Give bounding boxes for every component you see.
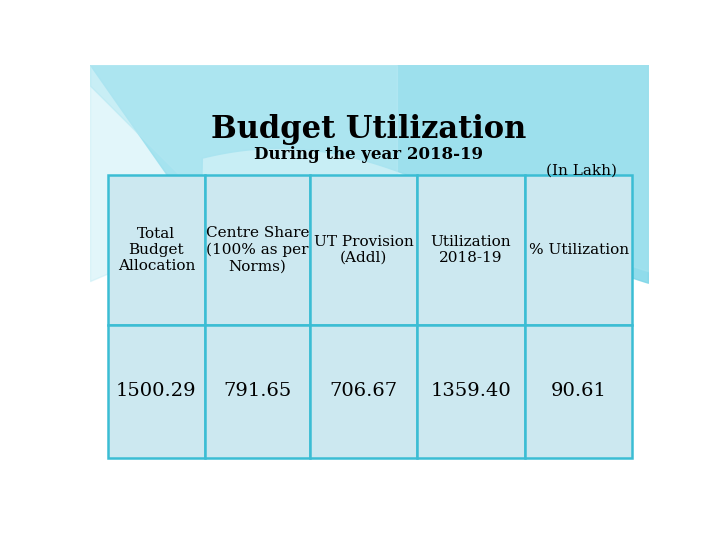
Bar — [205, 175, 310, 325]
Text: 1359.40: 1359.40 — [431, 382, 511, 400]
Text: 791.65: 791.65 — [223, 382, 292, 400]
Text: % Utilization: % Utilization — [528, 243, 629, 257]
Text: Total
Budget
Allocation: Total Budget Allocation — [117, 227, 195, 273]
Text: During the year 2018-19: During the year 2018-19 — [254, 146, 484, 163]
Text: 706.67: 706.67 — [330, 382, 397, 400]
Bar — [525, 175, 632, 325]
Bar — [418, 325, 525, 458]
Text: UT Provision
(Addl): UT Provision (Addl) — [314, 235, 413, 265]
Bar — [108, 175, 205, 325]
Bar — [525, 325, 632, 458]
Text: 90.61: 90.61 — [551, 382, 606, 400]
Bar — [418, 175, 525, 325]
Bar — [205, 325, 310, 458]
Text: Centre Share
(100% as per
Norms): Centre Share (100% as per Norms) — [206, 226, 309, 273]
Bar — [310, 175, 418, 325]
Text: (In Lakh): (In Lakh) — [546, 164, 617, 178]
Text: 1500.29: 1500.29 — [116, 382, 197, 400]
Text: Budget Utilization: Budget Utilization — [211, 114, 527, 145]
Bar — [108, 325, 205, 458]
Bar — [310, 325, 418, 458]
Text: Utilization
2018-19: Utilization 2018-19 — [431, 235, 511, 265]
